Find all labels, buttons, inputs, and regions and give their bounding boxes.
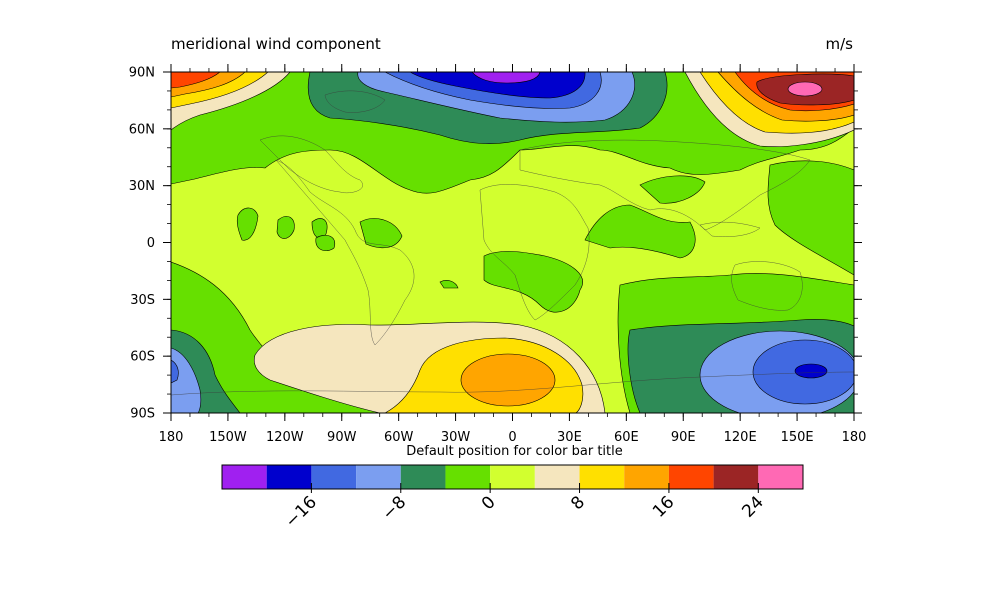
y-tick-label: 90N (129, 66, 155, 81)
contour-south-orange (460, 353, 556, 407)
contour-lake-green-6 (439, 280, 459, 289)
colorbar-tick-label: 16 (649, 492, 678, 521)
contour-field (171, 72, 854, 413)
x-tick-label: 0 (508, 430, 516, 445)
colorbar-swatch (713, 465, 759, 489)
y-tick-label: 60S (130, 350, 155, 365)
units-label: m/s (825, 35, 853, 53)
coastline-6 (699, 221, 761, 237)
x-tick-label: 90E (671, 430, 696, 445)
contour-lake-green-1 (236, 207, 259, 241)
contour-east-green (584, 160, 854, 276)
colorbar-swatch (579, 465, 625, 489)
colorbar-swatch (400, 465, 446, 489)
y-tick-label: 90S (130, 407, 155, 422)
coastline-3 (519, 139, 811, 231)
coastline-2 (479, 184, 590, 321)
colorbar-swatch (758, 465, 803, 489)
colorbar-tick-label: −16 (281, 492, 321, 532)
colorbar-swatch (356, 465, 401, 489)
x-tick-label: 60W (384, 430, 414, 445)
y-tick-label: 30N (129, 179, 155, 194)
contour-africa-green (483, 251, 583, 313)
y-tick-label: 0 (147, 236, 155, 251)
contour-arctic-dkblue (409, 72, 586, 99)
contour-antarctic-dkblue (794, 363, 828, 379)
coastline-4 (731, 261, 803, 311)
contour-lake-green-3 (311, 218, 328, 239)
colorbar-swatch (668, 465, 714, 489)
colorbar-tick-label: −8 (378, 492, 410, 524)
colorbar-swatch (445, 465, 491, 489)
contour-lake-green-2 (276, 216, 295, 239)
x-tick-label: 60E (614, 430, 639, 445)
coastline-7 (171, 371, 854, 396)
colorbar-swatch (624, 465, 669, 489)
coastline-1 (259, 135, 363, 194)
coastline-0 (275, 159, 415, 346)
colorbar-title: Default position for color bar title (406, 444, 623, 459)
x-tick-label: 150W (209, 430, 247, 445)
contour-ne-pink (787, 81, 823, 97)
x-tick-label: 180 (159, 430, 184, 445)
colorbar-swatch (490, 465, 535, 489)
colorbar-swatch (266, 465, 312, 489)
colorbar-swatch (222, 465, 267, 489)
contour-antarctic-ltblue-west (171, 347, 202, 413)
colorbar-swatch (534, 465, 580, 489)
y-tick-label: 60N (129, 122, 155, 137)
contour-antarctic-blue-west (171, 359, 179, 384)
x-tick-label: 30W (441, 430, 471, 445)
contour-arctic-purple (471, 72, 541, 84)
x-tick-label: 30E (557, 430, 582, 445)
x-tick-label: 90W (327, 430, 357, 445)
contour-lake-green-5 (359, 218, 403, 249)
colorbar-tick-label: 0 (478, 492, 500, 514)
coastline-5 (324, 90, 386, 113)
chart-title: meridional wind component (171, 35, 381, 53)
x-tick-label: 120W (266, 430, 304, 445)
colorbar-tick-label: 24 (738, 492, 767, 521)
y-tick-label: 30S (130, 293, 155, 308)
x-tick-label: 180 (842, 430, 867, 445)
colorbar-tick-label: 8 (567, 492, 589, 514)
colorbar-swatch (311, 465, 357, 489)
x-tick-label: 150E (781, 430, 814, 445)
colorbar-frame (221, 464, 804, 490)
x-tick-label: 120E (724, 430, 757, 445)
contour-lake-green-4 (315, 235, 336, 251)
